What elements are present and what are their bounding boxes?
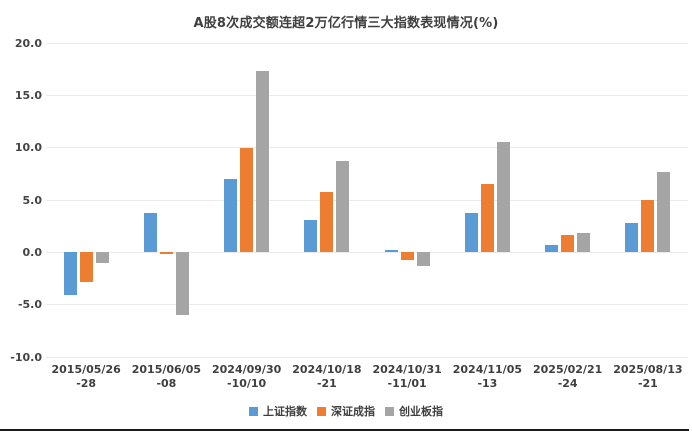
bar-创业板指-2015/06/05 [175, 252, 189, 316]
bar-上证指数-2025/02/21 [545, 245, 559, 253]
bar-创业板指-2025/08/13 [657, 171, 671, 253]
bar-深证成指-2025/02/21 [561, 234, 575, 253]
bar-创业板指-2024/11/05 [496, 142, 510, 253]
bar-上证指数-2015/05/26 [63, 252, 77, 296]
bar-上证指数-2024/10/18 [304, 219, 318, 253]
x-axis-tick-label: 2024/09/30 -10/10 [211, 363, 282, 390]
legend-item-上证指数: 上证指数 [249, 403, 307, 419]
legend-label: 深证成指 [331, 405, 375, 418]
x-axis-tick-label: 2024/10/31 -11/01 [372, 363, 442, 390]
bar-深证成指-2024/11/05 [480, 184, 494, 253]
bar-创业板指-2024/10/31 [416, 252, 430, 266]
bottom-border-rule [0, 429, 689, 431]
legend-label: 上证指数 [263, 405, 307, 418]
bar-创业板指-2024/09/30 [256, 71, 270, 253]
legend-swatch-icon [385, 406, 394, 416]
bar-创业板指-2015/05/26 [95, 252, 109, 263]
bar-深证成指-2015/05/26 [79, 252, 93, 282]
x-axis-tick-label: 2015/05/26 -28 [51, 363, 121, 390]
bar-创业板指-2024/10/18 [336, 161, 350, 253]
gridline-y--5 [46, 304, 688, 306]
gridline-y-20 [46, 42, 688, 44]
gridline-y--10 [46, 356, 688, 358]
chart-legend: 上证指数 深证成指 创业板指 [0, 403, 692, 419]
y-axis-tick-label: 10.0 [14, 141, 42, 155]
bar-深证成指-2024/10/18 [320, 191, 334, 253]
gridline-y-10 [46, 147, 688, 149]
legend-item-创业板指: 创业板指 [385, 403, 443, 419]
bar-深证成指-2024/10/31 [400, 252, 414, 260]
x-axis-tick-label: 2015/06/05 -08 [131, 363, 201, 390]
y-axis-tick-label: 5.0 [22, 193, 43, 207]
y-axis-tick-label: -5.0 [17, 298, 42, 312]
bar-深证成指-2025/08/13 [641, 200, 655, 253]
bar-创业板指-2025/02/21 [577, 233, 591, 253]
chart-title: A股8次成交额连超2万亿行情三大指数表现情况(%) [193, 16, 499, 31]
y-axis-tick-label: 20.0 [14, 36, 42, 50]
gridline-y-15 [46, 94, 688, 96]
legend-label: 创业板指 [399, 405, 443, 418]
x-axis-tick-label: 2024/10/18 -21 [292, 363, 362, 390]
bar-上证指数-2024/09/30 [224, 179, 238, 253]
legend-swatch-icon [317, 406, 326, 416]
legend-swatch-icon [249, 406, 258, 416]
gridline-y-0 [46, 251, 688, 253]
x-axis-tick-label: 2024/11/05 -13 [452, 363, 522, 390]
y-axis-tick-label: 0.0 [22, 245, 43, 259]
bar-上证指数-2024/11/05 [464, 212, 478, 253]
bar-上证指数-2025/08/13 [625, 223, 639, 253]
bar-深证成指-2024/09/30 [240, 147, 254, 253]
y-axis-tick-label: 15.0 [14, 88, 42, 102]
gridline-y-5 [46, 199, 688, 201]
x-axis-tick-label: 2025/08/13 -21 [613, 363, 683, 390]
bar-深证成指-2015/06/05 [159, 252, 173, 255]
x-axis-tick-label: 2025/02/21 -24 [532, 363, 603, 390]
legend-item-深证成指: 深证成指 [317, 403, 375, 419]
bar-上证指数-2024/10/31 [384, 250, 398, 253]
y-axis-tick-label: -10.0 [10, 350, 42, 364]
bar-上证指数-2015/06/05 [143, 212, 157, 253]
